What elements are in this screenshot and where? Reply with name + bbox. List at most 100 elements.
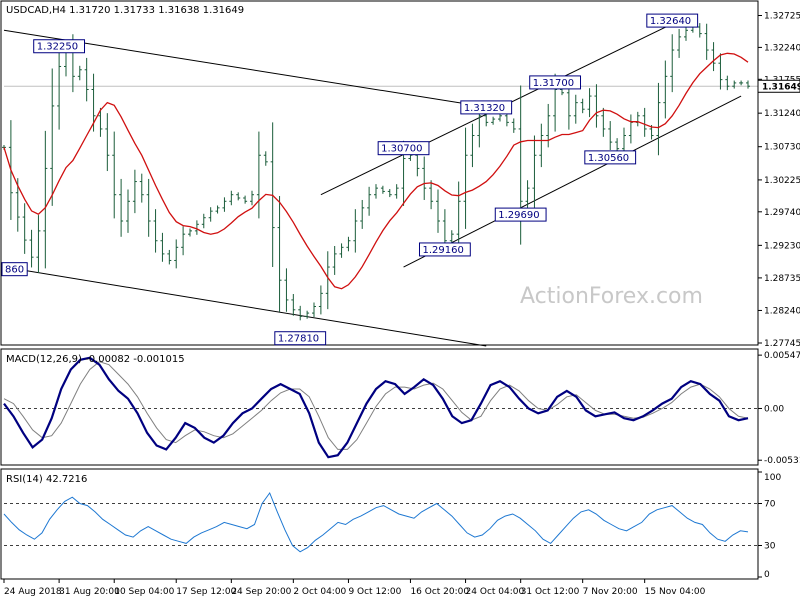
- ohlc-bar: [532, 135, 537, 208]
- ohlc-bar: [243, 195, 248, 204]
- watermark: ActionForex.com: [520, 284, 703, 309]
- ohlc-bar: [43, 130, 48, 269]
- price-axis-label: 1.29740: [764, 208, 800, 218]
- ohlc-bar: [511, 118, 516, 133]
- ohlc-bar: [663, 60, 668, 119]
- rsi-layer: [3, 491, 758, 553]
- price-annotation: 860: [1, 262, 28, 277]
- ohlc-bar: [57, 42, 62, 130]
- ohlc-bar: [22, 203, 27, 254]
- ohlc-bar: [573, 94, 578, 124]
- macd-axis-label: 0.00: [764, 404, 784, 414]
- price-annotation-label: 1.31700: [533, 78, 574, 89]
- macd-label: MACD(12,26,9) -0.00082 -0.001015: [6, 354, 185, 365]
- ohlc-bar: [539, 123, 544, 168]
- axis-layer: 1.327251.322401.317551.312401.307301.302…: [3, 12, 800, 597]
- ohlc-bar: [29, 229, 34, 268]
- ohlc-bar: [587, 88, 592, 118]
- price-layer: 1.32250 1.27810 1.30700 1.29160 1.31320 1.296…: [1, 13, 758, 347]
- x-axis-label: 31 Oct 12:00: [521, 587, 580, 597]
- ohlc-bar: [608, 121, 613, 150]
- price-axis-label: 1.30225: [764, 176, 800, 186]
- last-price-label: 1.31649: [762, 82, 800, 92]
- ohlc-bar: [374, 184, 378, 199]
- ohlc-bar: [84, 57, 89, 102]
- ohlc-bar: [312, 302, 316, 318]
- ohlc-bar: [670, 34, 675, 93]
- x-axis-label: 24 Oct 04:00: [466, 587, 525, 597]
- ohlc-bar: [36, 215, 41, 273]
- x-axis-label: 24 Aug 2018: [4, 587, 62, 597]
- ohlc-bar: [277, 196, 282, 312]
- ohlc-bar: [422, 156, 427, 200]
- ohlc-bar: [188, 228, 192, 237]
- price-annotation-box: [494, 207, 547, 222]
- ohlc-bar: [525, 180, 530, 210]
- ohlc-bar: [746, 80, 750, 89]
- ohlc-bar: [470, 123, 475, 168]
- ohlc-bar: [181, 226, 186, 256]
- price-annotation-box: [274, 331, 327, 346]
- ohlc-bar: [394, 184, 399, 199]
- ohlc-bar: [718, 53, 723, 90]
- ohlc-bar: [580, 98, 585, 114]
- macd-layer: [3, 356, 758, 459]
- rsi-axis-label: 30: [764, 542, 776, 552]
- price-annotation-label: 1.32250: [37, 42, 78, 53]
- ohlc-bar: [325, 251, 330, 310]
- price-annotation-label: 860: [5, 265, 24, 276]
- price-annotation-label: 1.32640: [650, 16, 691, 27]
- rsi-axis-label: 70: [764, 500, 776, 510]
- price-annotation-box: [33, 39, 86, 54]
- price-annotation-box: [646, 13, 699, 28]
- ohlc-bar: [215, 205, 220, 214]
- macd-signal-line: [3, 361, 749, 450]
- ohlc-bar: [167, 249, 172, 265]
- ohlc-bar: [256, 131, 261, 219]
- ohlc-bar: [615, 138, 620, 153]
- ohlc-bar: [174, 239, 179, 269]
- trend-line: [403, 95, 742, 268]
- ohlc-bar: [429, 180, 434, 210]
- chart-header: USDCAD,H4 1.31720 1.31733 1.31638 1.3164…: [6, 5, 244, 16]
- ohlc-bar: [112, 131, 117, 219]
- ohlc-bar: [50, 68, 55, 206]
- price-annotation-label: 1.30700: [381, 144, 422, 155]
- price-annotation-label: 1.29160: [422, 245, 463, 256]
- ohlc-bar: [139, 173, 144, 203]
- ohlc-bar: [318, 285, 323, 315]
- price-axis-label: 1.31240: [764, 109, 800, 119]
- ohlc-bar: [270, 122, 275, 268]
- ohlc-bar: [250, 190, 254, 206]
- ohlc-bar: [463, 127, 468, 229]
- ohlc-bar: [732, 80, 737, 89]
- ohlc-bar: [642, 107, 647, 137]
- price-axis-label: 1.27745: [764, 339, 800, 349]
- macd-panel-frame: [0, 348, 759, 466]
- price-panel-frame: [0, 0, 759, 346]
- ohlc-bar: [360, 199, 365, 229]
- ohlc-bar: [677, 28, 682, 58]
- ohlc-bar: [635, 111, 640, 127]
- ohlc-bar: [628, 114, 633, 144]
- price-axis-label: 1.30730: [764, 143, 800, 153]
- price-axis-label: 1.32725: [764, 12, 800, 22]
- ohlc-bar: [222, 197, 227, 212]
- x-axis-label: 24 Sep 20:00: [231, 587, 291, 597]
- price-axis-label: 1.28240: [764, 306, 800, 316]
- ohlc-bar: [332, 246, 337, 275]
- ohlc-bar: [684, 26, 688, 41]
- ohlc-bar: [367, 186, 372, 216]
- price-annotation-label: 1.29690: [498, 210, 539, 221]
- x-axis-label: 15 Nov 04:00: [645, 587, 706, 597]
- ohlc-bar: [436, 189, 440, 233]
- price-annotation: 1.30700: [377, 141, 430, 156]
- trend-line: [3, 266, 487, 347]
- ohlc-bar: [601, 107, 606, 137]
- ohlc-bar: [201, 213, 206, 229]
- x-axis-label: 2 Oct 04:00: [293, 587, 346, 597]
- trend-line: [3, 29, 501, 110]
- ohlc-bar: [380, 185, 385, 194]
- price-axis-label: 1.32240: [764, 43, 800, 53]
